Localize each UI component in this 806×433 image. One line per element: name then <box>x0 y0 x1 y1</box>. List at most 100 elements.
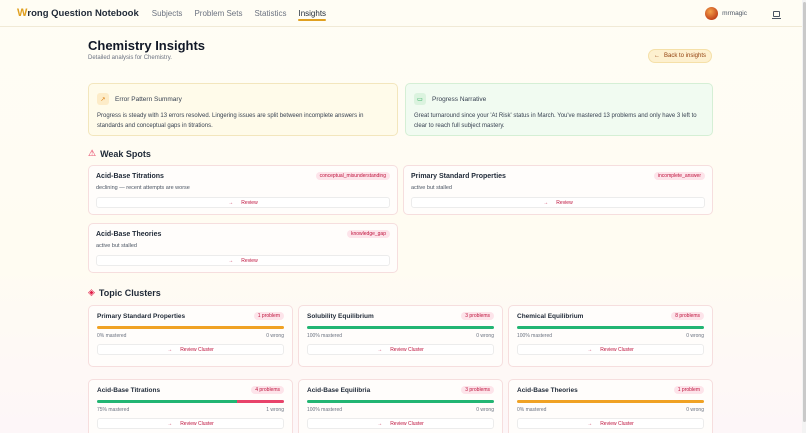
problem-count-badge: 8 problems <box>671 312 704 320</box>
nav-link-statistics[interactable]: Statistics <box>254 8 287 18</box>
warning-triangle-icon: ⚠ <box>88 148 97 158</box>
review-cluster-label: Review Cluster <box>600 346 634 353</box>
username[interactable]: mrmagic <box>722 10 747 17</box>
weak-spots-heading: ⚠ Weak Spots <box>88 148 151 159</box>
arrow-right-icon: → <box>228 199 234 206</box>
problem-count-badge: 1 problem <box>253 312 284 320</box>
cluster-title: Solubility Equilibrium <box>307 313 374 320</box>
wrong-count: 0 wrong <box>266 333 284 339</box>
error-pattern-title: Error Pattern Summary <box>115 95 182 103</box>
mastered-percent: 100% mastered <box>307 407 343 413</box>
review-cluster-label: Review Cluster <box>390 420 424 427</box>
review-cluster-button[interactable]: → Review Cluster <box>307 344 494 355</box>
review-cluster-label: Review Cluster <box>390 346 424 353</box>
topic-cluster-card: Chemical Equilibrium 8 problems 100% maste… <box>508 305 713 367</box>
arrow-right-icon: → <box>587 346 593 353</box>
mastered-percent: 0% mastered <box>97 333 127 339</box>
weak-spot-title: Acid-Base Theories <box>96 231 162 238</box>
review-cluster-button[interactable]: → Review Cluster <box>517 344 704 355</box>
wrong-count: 0 wrong <box>476 333 494 339</box>
review-button-label: Review <box>241 199 258 206</box>
review-button-label: Review <box>556 199 573 206</box>
cluster-title: Primary Standard Properties <box>97 313 186 320</box>
review-button[interactable]: → Review <box>96 255 390 266</box>
app-logo[interactable]: W rong Question Notebook <box>17 7 139 19</box>
wrong-count: 1 wrong <box>266 407 284 413</box>
mastery-progress-bar <box>97 326 284 329</box>
review-cluster-label: Review Cluster <box>180 346 214 353</box>
topic-cluster-card: Solubility Equilibrium 3 problems 100% mas… <box>298 305 503 367</box>
problem-count-badge: 1 problem <box>673 386 704 394</box>
weak-spot-card: Acid-Base Theories knowledge_gap active … <box>88 223 398 273</box>
top-nav: W rong Question Notebook Subjects Proble… <box>0 0 806 27</box>
topic-cluster-card: Primary Standard Properties 1 problem 0% m… <box>88 305 293 367</box>
wrong-count: 0 wrong <box>476 407 494 413</box>
error-pattern-card: ↗ Error Pattern Summary Progress is stea… <box>88 83 398 136</box>
cluster-title: Acid-Base Equilibria <box>307 387 371 394</box>
mastery-progress-bar <box>517 400 704 403</box>
cluster-title: Acid-Base Theories <box>517 387 578 394</box>
review-cluster-button[interactable]: → Review Cluster <box>517 418 704 429</box>
review-cluster-label: Review Cluster <box>180 420 214 427</box>
mastery-progress-bar <box>307 400 494 403</box>
cluster-title: Acid-Base Titrations <box>97 387 161 394</box>
progress-narrative-text: Great turnaround since your 'At Risk' st… <box>414 113 697 129</box>
nav-link-problem-sets[interactable]: Problem Sets <box>194 8 243 18</box>
arrow-right-icon: → <box>543 199 549 206</box>
wrong-segment <box>237 400 284 403</box>
arrow-right-icon: → <box>377 346 383 353</box>
review-cluster-label: Review Cluster <box>600 420 634 427</box>
error-type-tag: knowledge_gap <box>346 230 390 238</box>
review-cluster-button[interactable]: → Review Cluster <box>97 418 284 429</box>
topic-clusters-heading: ◈ Topic Clusters <box>88 287 161 298</box>
logo-mark: W <box>17 7 28 19</box>
weak-spots-heading-text: Weak Spots <box>100 148 151 159</box>
user-area: mrmagic <box>705 0 781 27</box>
topic-cluster-card: Acid-Base Theories 1 problem 0% mastered 0 … <box>508 379 713 433</box>
laptop-icon[interactable] <box>772 10 781 19</box>
error-type-tag: incomplete_answer <box>653 172 705 180</box>
scrollbar[interactable] <box>802 0 806 433</box>
nav-link-subjects[interactable]: Subjects <box>151 8 183 18</box>
mastery-progress-bar <box>97 400 284 403</box>
error-pattern-text: Progress is steady with 13 errors resolv… <box>97 113 364 129</box>
arrow-right-icon: → <box>228 257 234 264</box>
weak-spot-card: Primary Standard Properties incomplete_a… <box>403 165 713 215</box>
topic-cluster-card: Acid-Base Titrations 4 problems 75% master… <box>88 379 293 433</box>
nav-link-insights[interactable]: Insights <box>298 0 326 27</box>
arrow-right-icon: → <box>587 420 593 427</box>
trend-up-icon: ↗ <box>97 93 109 105</box>
review-button[interactable]: → Review <box>411 197 705 208</box>
avatar[interactable] <box>705 7 719 20</box>
logo-text: rong Question Notebook <box>27 7 139 19</box>
error-type-tag: conceptual_misunderstanding <box>315 172 390 180</box>
review-cluster-button[interactable]: → Review Cluster <box>97 344 284 355</box>
mastered-percent: 0% mastered <box>517 407 547 413</box>
weak-spot-status: active but stalled <box>96 243 137 249</box>
problem-count-badge: 3 problems <box>461 386 494 394</box>
wrong-count: 0 wrong <box>686 407 704 413</box>
problem-count-badge: 3 problems <box>461 312 494 320</box>
mastered-percent: 75% mastered <box>97 407 130 413</box>
topic-clusters-heading-text: Topic Clusters <box>98 287 161 298</box>
arrow-right-icon: → <box>167 346 173 353</box>
back-to-insights-button[interactable]: ← Back to insights <box>648 49 712 63</box>
mastered-percent: 100% mastered <box>517 333 553 339</box>
progress-narrative-card: ▭ Progress Narrative Great turnaround si… <box>405 83 713 136</box>
layers-icon: ◈ <box>88 287 95 297</box>
arrow-right-icon: → <box>377 420 383 427</box>
weak-spot-status: active but stalled <box>411 185 452 191</box>
cluster-title: Chemical Equilibrium <box>517 313 584 320</box>
pending-segment <box>97 326 284 329</box>
arrow-left-icon: ← <box>653 53 660 59</box>
review-button[interactable]: → Review <box>96 197 390 208</box>
pending-segment <box>517 400 704 403</box>
mastered-segment <box>97 400 238 403</box>
mastered-segment <box>307 400 494 403</box>
mastered-percent: 100% mastered <box>307 333 343 339</box>
weak-spot-card: Acid-Base Titrations conceptual_misunder… <box>88 165 398 215</box>
review-cluster-button[interactable]: → Review Cluster <box>307 418 494 429</box>
message-icon: ▭ <box>414 93 426 105</box>
mastered-segment <box>307 326 494 329</box>
arrow-right-icon: → <box>167 420 173 427</box>
